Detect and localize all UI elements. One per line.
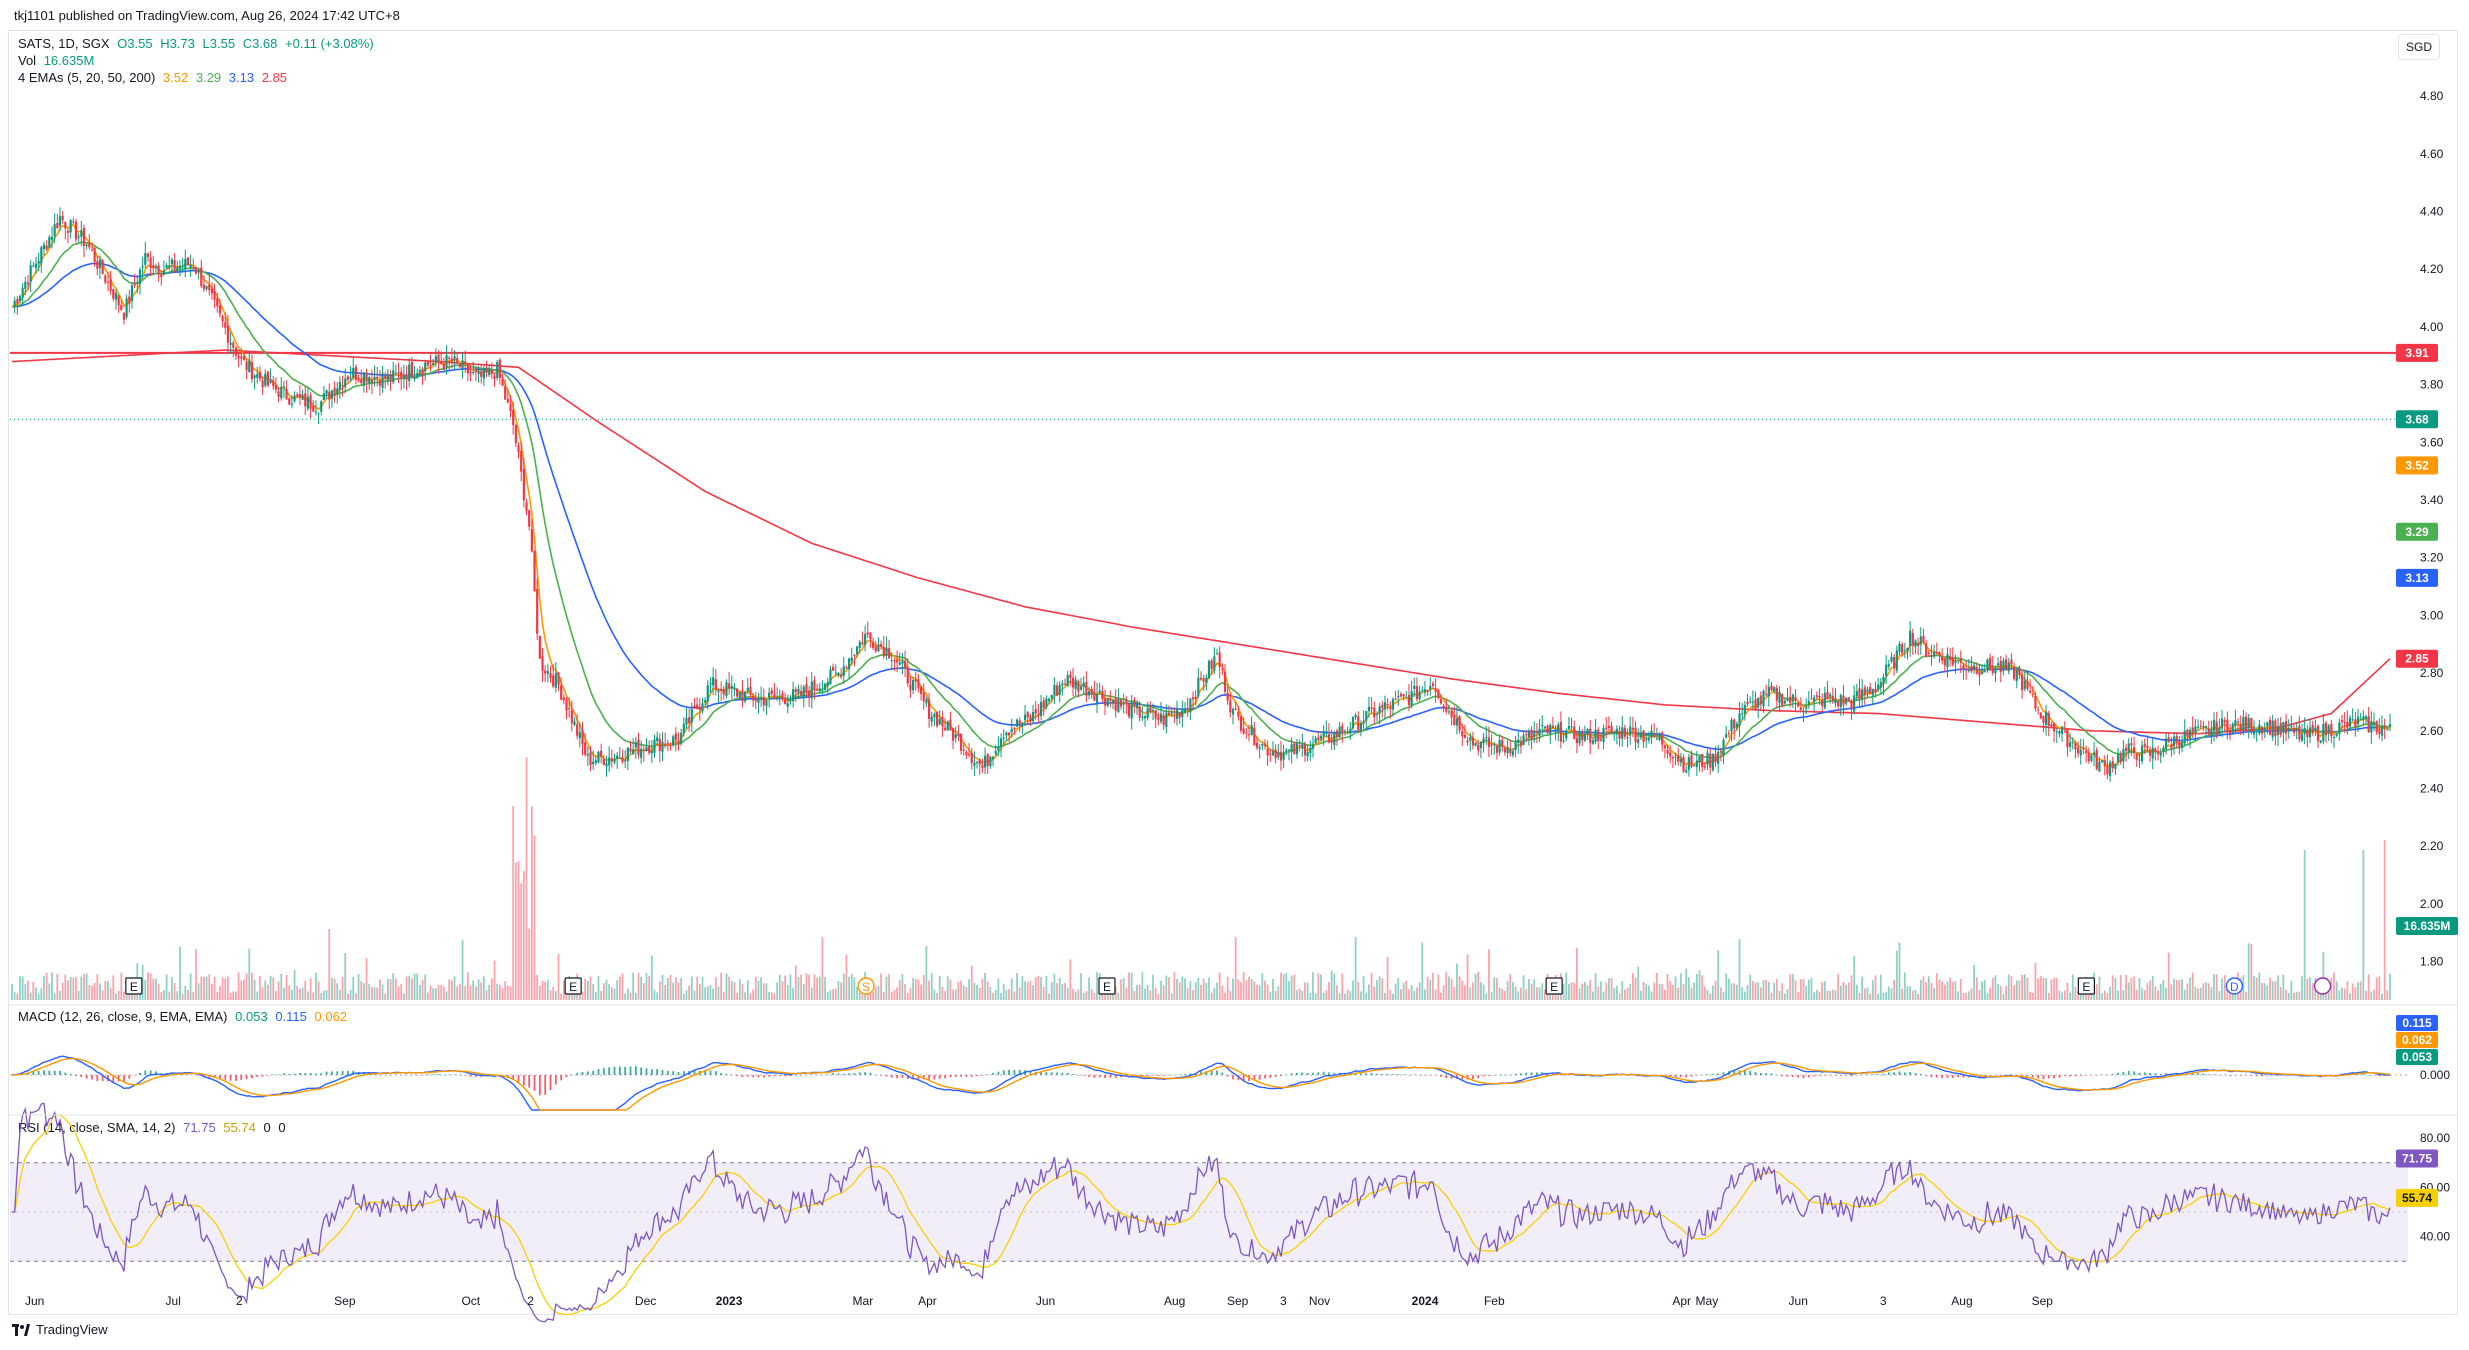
ohlc-close: C3.68: [242, 36, 278, 51]
macd-legend: MACD (12, 26, close, 9, EMA, EMA) 0.053 …: [18, 1009, 351, 1024]
currency-button[interactable]: SGD: [2398, 34, 2440, 60]
ohlc-low: L3.55: [202, 36, 236, 51]
ema5-value: 3.52: [162, 70, 189, 85]
ema-legend: 4 EMAs (5, 20, 50, 200) 3.52 3.29 3.13 2…: [18, 70, 291, 85]
macd-line-value: 0.115: [275, 1009, 307, 1024]
ohlc-open: O3.55: [117, 36, 153, 51]
ema50-value: 3.13: [228, 70, 255, 85]
tradingview-brand: TradingView: [36, 1322, 108, 1337]
rsi-extra-1: 0: [263, 1120, 271, 1135]
ema200-value: 2.85: [261, 70, 288, 85]
rsi-ma-value: 55.74: [223, 1120, 256, 1135]
macd-signal-value: 0.062: [314, 1009, 348, 1024]
rsi-label[interactable]: RSI (14, close, SMA, 14, 2): [18, 1120, 176, 1135]
ema20-value: 3.29: [195, 70, 222, 85]
ohlc-high: H3.73: [160, 36, 195, 51]
rsi-value: 71.75: [183, 1120, 216, 1135]
chart-frame: [8, 30, 2458, 1315]
rsi-extra-2: 0: [278, 1120, 286, 1135]
rsi-legend: RSI (14, close, SMA, 14, 2) 71.75 55.74 …: [18, 1120, 290, 1135]
ema-label[interactable]: 4 EMAs (5, 20, 50, 200): [18, 70, 156, 85]
tradingview-logo[interactable]: TradingView: [12, 1322, 108, 1337]
volume-label[interactable]: Vol: [18, 53, 37, 68]
tradingview-mark-icon: [12, 1323, 30, 1336]
macd-label[interactable]: MACD (12, 26, close, 9, EMA, EMA): [18, 1009, 228, 1024]
symbol-legend: SATS, 1D, SGX O3.55 H3.73 L3.55 C3.68 +0…: [18, 36, 378, 51]
ohlc-change: +0.11 (+3.08%): [285, 36, 374, 51]
macd-hist-value: 0.053: [235, 1009, 268, 1024]
volume-value: 16.635M: [43, 53, 95, 68]
publisher-line: tkj1101 published on TradingView.com, Au…: [14, 8, 400, 23]
volume-legend: Vol 16.635M: [18, 53, 98, 68]
symbol-name[interactable]: SATS, 1D, SGX: [18, 36, 110, 51]
